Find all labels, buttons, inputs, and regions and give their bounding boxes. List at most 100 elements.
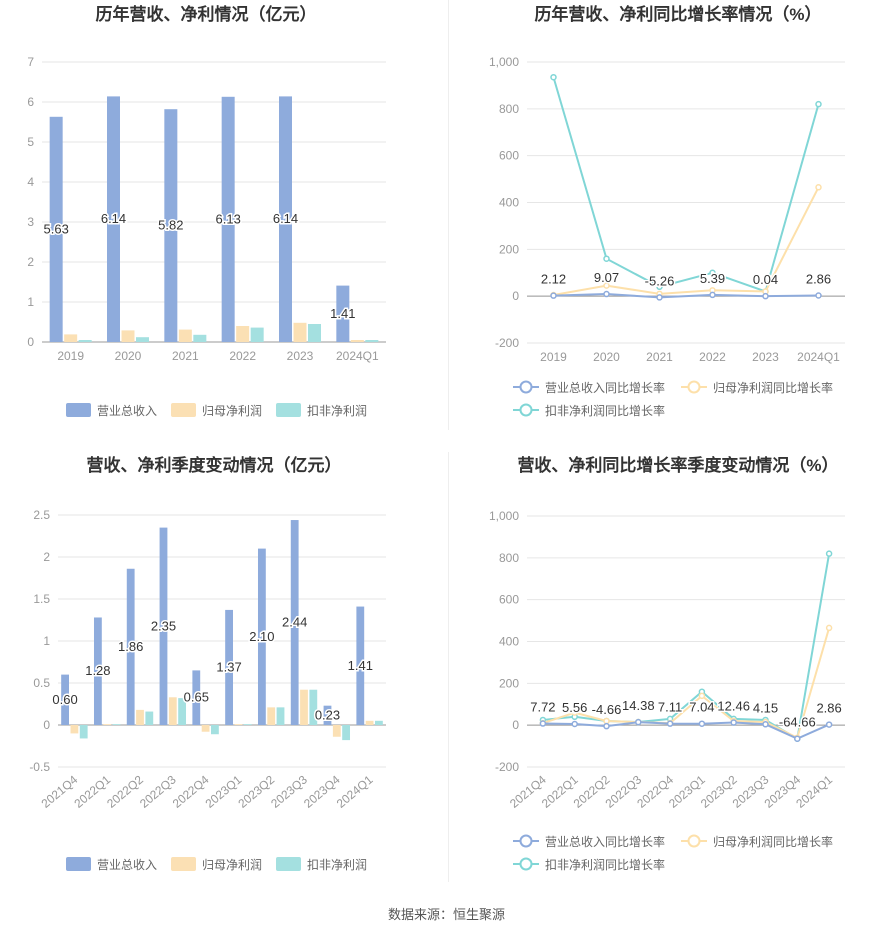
data-label: 5.82 — [158, 218, 183, 233]
legend-label: 扣非净利润 — [307, 404, 367, 418]
bar-营业总收入 — [225, 609, 233, 725]
legend-swatch — [66, 403, 91, 417]
legend-label: 扣非净利润同比增长率 — [545, 403, 665, 418]
bar-扣非净利润 — [211, 725, 219, 735]
y-tick-label: 0 — [512, 289, 519, 303]
y-tick-label: 4 — [27, 175, 34, 189]
legend-swatch — [171, 403, 196, 417]
data-label: 9.07 — [594, 270, 619, 285]
bar-营业总收入 — [290, 520, 299, 725]
data-label: 1.28 — [85, 663, 110, 678]
y-tick-label: 1,000 — [489, 55, 519, 69]
y-tick-label: 1,000 — [489, 509, 519, 523]
x-tick-label: 2021 — [646, 350, 673, 364]
y-tick-label: 600 — [499, 593, 519, 607]
bar-扣非净利润 — [193, 334, 207, 342]
data-label: 2.12 — [541, 272, 566, 287]
quarter-growth-chart: 营收、净利同比增长率季度变动情况（%） -200 0 200 400 600 800 1,00… — [489, 455, 845, 872]
point-营业总收入同比增长率 — [666, 720, 674, 727]
bar-扣非净利润 — [250, 327, 264, 342]
data-label: 12.46 — [717, 699, 750, 714]
bar-归母净利润 — [267, 707, 276, 725]
bar-营业总收入 — [61, 674, 69, 725]
point-营业总收入同比增长率 — [815, 292, 822, 299]
bar-归母净利润 — [234, 724, 243, 725]
point-营业总收入同比增长率 — [698, 720, 706, 727]
y-tick-label: 1 — [43, 634, 50, 648]
y-tick-label: 1 — [27, 295, 34, 309]
x-tick-label: 2024Q1 — [334, 772, 376, 810]
y-tick-label: 5 — [27, 135, 34, 149]
bar-营业总收入 — [323, 705, 332, 725]
x-tick-label: 2020 — [115, 349, 142, 363]
legend-marker — [687, 380, 701, 394]
legend-label: 归母净利润 — [202, 858, 262, 872]
chart-title: 历年营收、净利情况（亿元） — [96, 4, 317, 24]
y-tick-label: 7 — [27, 55, 34, 69]
point-营业总收入同比增长率 — [730, 719, 737, 726]
series-line-归母净利润同比增长率 — [553, 186, 820, 296]
point-扣非净利润同比增长率 — [815, 100, 822, 108]
data-label: 2.86 — [806, 271, 831, 286]
x-tick-label: 2022 — [699, 350, 726, 364]
bar-营业总收入 — [356, 606, 365, 725]
bar-扣非净利润 — [112, 724, 121, 725]
bar-归母净利润 — [332, 725, 341, 737]
bar-扣非净利润 — [243, 724, 252, 725]
annual-bar-chart: 历年营收、净利情况（亿元） 0 1 2 3 4 5 6 7 2019 2020 2021 2022 202… — [27, 4, 386, 418]
bar-营业总收入 — [159, 527, 168, 725]
bar-扣非净利润 — [365, 340, 379, 342]
point-营业总收入同比增长率 — [762, 292, 769, 300]
legend-label: 扣非净利润同比增长率 — [545, 857, 665, 872]
bar-营业总收入 — [279, 96, 292, 343]
point-归母净利润同比增长率 — [571, 709, 578, 716]
data-label: 5.56 — [562, 700, 587, 715]
data-label: -4.66 — [592, 702, 622, 717]
y-tick-label: 200 — [499, 242, 519, 256]
bar-归母净利润 — [168, 697, 177, 725]
point-营业总收入同比增长率 — [825, 721, 833, 728]
y-tick-label: 1.5 — [33, 592, 50, 606]
data-label: 2.10 — [249, 629, 274, 644]
point-营业总收入同比增长率 — [794, 735, 801, 742]
chart-title: 营收、净利季度变动情况（亿元） — [87, 455, 342, 475]
data-label: 2.44 — [282, 615, 307, 630]
series-line-扣非净利润同比增长率 — [552, 76, 820, 293]
point-归母净利润同比增长率 — [603, 717, 610, 725]
bar-扣非净利润 — [375, 720, 383, 725]
y-tick-label: 2.5 — [33, 508, 50, 522]
data-label: 7.72 — [530, 700, 555, 715]
point-营业总收入同比增长率 — [603, 722, 610, 730]
legend-swatch — [66, 857, 91, 871]
bar-扣非净利润 — [276, 707, 285, 725]
data-label: 5.39 — [700, 271, 725, 286]
y-tick-label: 2 — [27, 255, 34, 269]
point-营业总收入同比增长率 — [571, 720, 578, 728]
data-label: 4.15 — [753, 700, 778, 715]
series-line-归母净利润同比增长率 — [542, 627, 831, 740]
legend-label: 营业总收入同比增长率 — [545, 380, 665, 395]
bar-营业总收入 — [257, 548, 266, 725]
x-tick-label: 2024Q1 — [797, 350, 840, 364]
point-归母净利润同比增长率 — [603, 282, 610, 289]
point-营业总收入同比增长率 — [550, 292, 557, 299]
x-tick-label: 2020 — [593, 350, 620, 364]
legend-swatch — [276, 857, 301, 871]
y-tick-label: 0.5 — [33, 676, 50, 690]
x-tick-label: 2023Q2 — [235, 772, 277, 810]
x-tick-label: 2024Q1 — [336, 349, 379, 363]
legend-marker — [519, 380, 533, 394]
x-tick-label: 2023Q4 — [301, 772, 343, 810]
bar-归母净利润 — [103, 724, 112, 725]
x-tick-label: 2022Q4 — [170, 772, 212, 810]
data-label: 5.63 — [44, 221, 69, 236]
x-tick-label: 2019 — [57, 349, 84, 363]
bar-归母净利润 — [64, 334, 78, 342]
legend-marker — [687, 834, 701, 848]
bar-扣非净利润 — [145, 711, 154, 725]
bar-营业总收入 — [192, 670, 201, 725]
bar-归母净利润 — [178, 329, 192, 342]
bar-归母净利润 — [201, 725, 210, 732]
point-归母净利润同比增长率 — [698, 692, 706, 700]
y-tick-label: 400 — [499, 196, 519, 210]
